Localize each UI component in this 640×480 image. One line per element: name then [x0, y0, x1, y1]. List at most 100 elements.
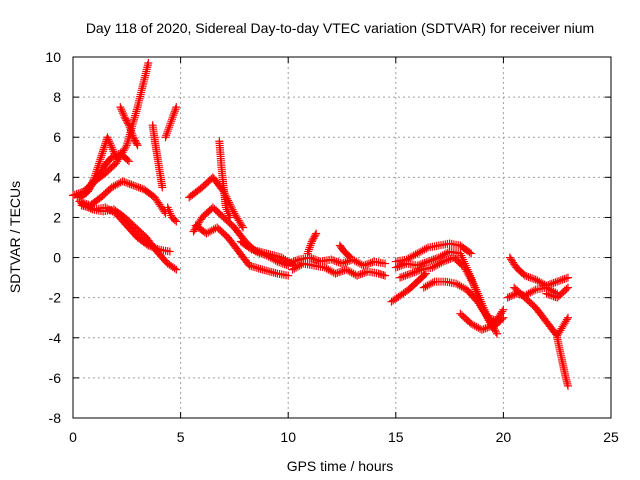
data-point [547, 291, 556, 300]
data-point [427, 256, 436, 265]
data-point [149, 243, 158, 252]
data-point [101, 203, 110, 212]
data-point [465, 248, 474, 257]
series-track-30 [553, 333, 572, 390]
data-point [425, 280, 434, 289]
data-point [429, 255, 438, 264]
data-point [128, 131, 137, 140]
data-point [138, 184, 147, 193]
data-point [405, 270, 414, 279]
data-point [333, 268, 342, 277]
data-point [563, 313, 572, 322]
data-point [172, 265, 181, 274]
data-point [170, 216, 179, 225]
data-point [293, 256, 302, 265]
data-points [69, 59, 572, 390]
series-track-7 [116, 103, 142, 150]
data-point [356, 270, 365, 279]
data-point [167, 117, 176, 126]
data-point [108, 207, 117, 216]
data-point [311, 255, 320, 264]
x-tick-label: 15 [388, 429, 404, 445]
data-point [85, 183, 94, 192]
data-point [106, 206, 115, 215]
data-point [563, 273, 572, 282]
data-point [98, 149, 107, 158]
data-point [551, 292, 560, 301]
data-point [528, 274, 537, 283]
data-point [420, 270, 429, 279]
series-track-9 [161, 103, 181, 142]
data-point [563, 381, 572, 390]
data-point [170, 109, 179, 118]
data-point [420, 245, 429, 254]
x-tick-label: 20 [496, 429, 512, 445]
data-point [452, 279, 461, 288]
data-point [399, 272, 408, 281]
data-point [553, 277, 562, 286]
data-point [124, 121, 133, 130]
data-point [133, 141, 142, 150]
data-point [346, 253, 355, 262]
data-point [96, 153, 105, 162]
data-point [345, 267, 354, 276]
data-point [556, 276, 565, 285]
data-point [332, 257, 341, 266]
data-point [95, 157, 104, 166]
data-point [122, 178, 131, 187]
data-point [430, 262, 439, 271]
data-point [457, 251, 466, 260]
data-point [472, 322, 481, 331]
data-point [503, 293, 512, 302]
data-point [303, 249, 312, 258]
data-point [151, 244, 160, 253]
data-point [118, 177, 127, 186]
data-point [485, 323, 494, 332]
data-point [305, 245, 314, 254]
data-point [474, 323, 483, 332]
x-tick-label: 5 [177, 429, 185, 445]
y-tick-label: 4 [53, 169, 61, 185]
data-point [492, 329, 501, 338]
data-point [560, 274, 569, 283]
data-point [105, 137, 114, 146]
data-point [507, 292, 516, 301]
data-point [468, 320, 477, 329]
data-point [416, 247, 425, 256]
data-point [428, 263, 437, 272]
x-axis-label: GPS time / hours [287, 458, 394, 474]
data-point [117, 105, 126, 114]
data-point [93, 165, 102, 174]
data-point [467, 319, 476, 328]
data-point [544, 290, 553, 299]
data-point [395, 262, 404, 271]
y-tick-label: 10 [45, 49, 61, 65]
series-track-10 [163, 203, 181, 226]
data-point [428, 278, 437, 287]
data-point [422, 244, 431, 253]
data-point [463, 269, 472, 278]
data-point [292, 263, 301, 272]
axis-ticks: 0 5 10 15 20 25 -8 -6 -4 -2 0 2 4 6 8 10 [45, 49, 619, 445]
data-point [352, 257, 361, 266]
data-point [326, 266, 335, 275]
data-point [284, 271, 293, 280]
data-point [288, 265, 297, 274]
data-point [225, 200, 234, 209]
data-point [89, 175, 98, 184]
data-point [112, 153, 121, 162]
data-point [425, 256, 434, 265]
data-point [289, 257, 298, 266]
data-point [126, 125, 135, 134]
data-point [398, 260, 407, 269]
data-point [397, 272, 406, 281]
data-point [172, 217, 181, 226]
data-point [144, 241, 153, 250]
series-track-17 [288, 259, 390, 280]
data-point [470, 281, 479, 290]
y-axis-label: SDTVAR / TECUs [7, 181, 23, 293]
data-point [538, 279, 547, 288]
data-point [207, 226, 216, 235]
data-point [320, 263, 329, 272]
y-tick-label: -4 [49, 330, 62, 346]
